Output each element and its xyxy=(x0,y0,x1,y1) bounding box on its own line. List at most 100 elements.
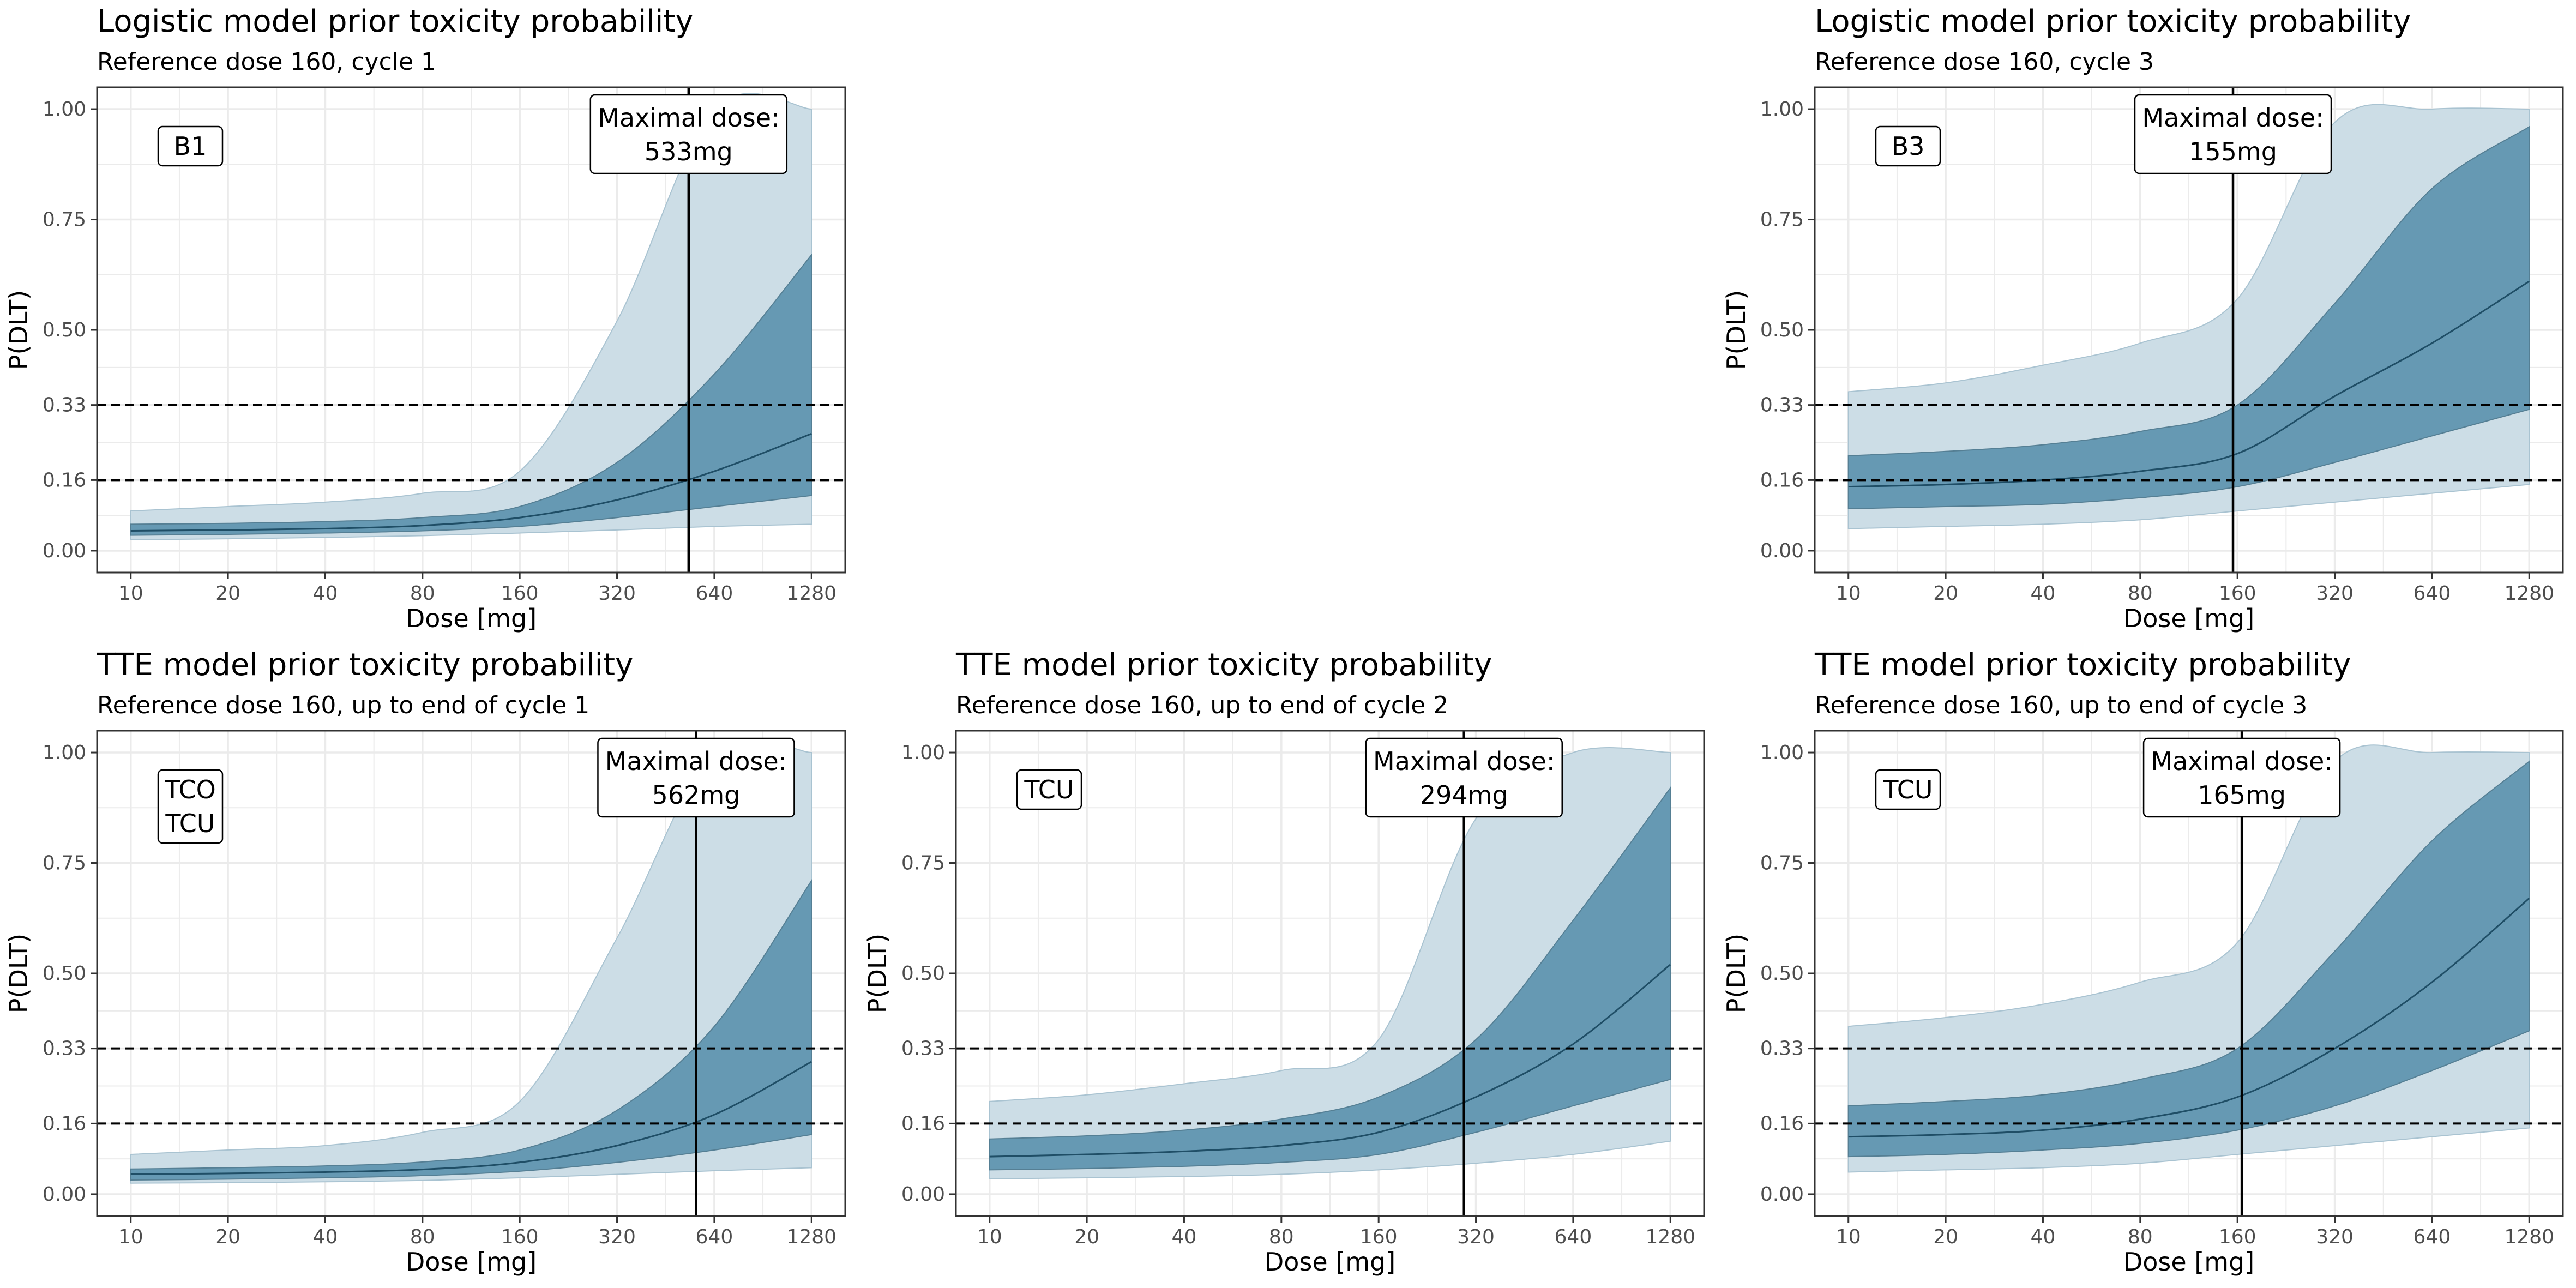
median-line xyxy=(1848,898,2530,1138)
chart-subtitle: Reference dose 160, cycle 1 xyxy=(97,48,436,76)
scenario-tag-text: TCU xyxy=(165,809,215,838)
y-tick-label: 0.00 xyxy=(1760,1183,1804,1206)
y-tick-label: 0.75 xyxy=(901,852,945,875)
x-tick-label: 1280 xyxy=(2504,582,2554,605)
x-tick-label: 20 xyxy=(215,582,240,605)
y-tick-label: 0.00 xyxy=(43,540,86,562)
y-tick-label: 0.00 xyxy=(901,1183,945,1206)
chart-title: TTE model prior toxicity probability xyxy=(1814,647,2351,683)
inner-interval-band xyxy=(1847,125,2530,510)
max-dose-label-box xyxy=(2134,94,2332,174)
x-tick-label: 1280 xyxy=(2504,1226,2554,1248)
y-tick-label: 0.00 xyxy=(43,1183,86,1206)
x-tick-label: 320 xyxy=(2316,1226,2354,1248)
x-tick-label: 20 xyxy=(215,1226,240,1248)
y-tick-label: 0.16 xyxy=(901,1112,945,1135)
y-tick-label: 1.00 xyxy=(901,742,945,764)
scenario-tag-text: B3 xyxy=(1892,131,1925,161)
y-tick-label: 0.75 xyxy=(1760,852,1804,875)
y-tick-label: 1.00 xyxy=(43,742,86,764)
y-tick-label: 0.50 xyxy=(1760,962,1804,985)
max-dose-label-box xyxy=(1365,737,1563,818)
y-tick-label: 0.33 xyxy=(1760,1038,1804,1060)
max-dose-label-box xyxy=(597,737,795,818)
inner-interval-band xyxy=(130,878,812,1181)
scenario-tag-box xyxy=(1875,769,1941,810)
y-tick-label: 0.50 xyxy=(43,962,86,985)
x-tick-label: 160 xyxy=(501,1226,539,1248)
chart-title: Logistic model prior toxicity probabilit… xyxy=(1815,4,2411,39)
y-tick-label: 1.00 xyxy=(1760,742,1804,764)
chart-subtitle: Reference dose 160, cycle 3 xyxy=(1815,48,2154,76)
x-tick-label: 20 xyxy=(1933,582,1958,605)
chart-title: TTE model prior toxicity probability xyxy=(97,647,633,683)
max-dose-label-text: Maximal dose: xyxy=(1373,747,1555,776)
inner-interval-band xyxy=(130,253,812,536)
max-dose-label-text: Maximal dose: xyxy=(2151,747,2332,776)
chart-panel-3: TTE model prior toxicity probability Refe… xyxy=(863,647,1705,1277)
median-line xyxy=(1848,280,2530,488)
y-tick-label: 0.16 xyxy=(1760,469,1804,491)
y-tick-label: 0.50 xyxy=(1760,319,1804,341)
x-tick-label: 80 xyxy=(410,582,435,605)
y-tick-label: 0.33 xyxy=(43,394,86,417)
x-axis-label: Dose [mg] xyxy=(406,604,537,633)
inner-interval-band xyxy=(989,786,1671,1171)
scenario-tag-text: TCO xyxy=(164,775,216,804)
x-tick-label: 40 xyxy=(313,1226,338,1248)
x-tick-label: 40 xyxy=(2031,582,2056,605)
x-tick-label: 20 xyxy=(1933,1226,1958,1248)
x-tick-label: 1280 xyxy=(1645,1226,1695,1248)
y-tick-label: 0.75 xyxy=(43,852,86,875)
x-tick-label: 80 xyxy=(1269,1226,1294,1248)
x-tick-label: 80 xyxy=(2128,1226,2153,1248)
chart-subtitle: Reference dose 160, up to end of cycle 2 xyxy=(956,691,1448,719)
median-line xyxy=(130,432,812,532)
x-tick-label: 320 xyxy=(1457,1226,1495,1248)
scenario-tag-box xyxy=(157,125,224,167)
max-dose-label-text: Maximal dose: xyxy=(598,103,779,133)
scenario-tag-text: TCU xyxy=(1882,775,1933,804)
x-tick-label: 80 xyxy=(410,1226,435,1248)
x-tick-label: 320 xyxy=(598,1226,636,1248)
x-tick-label: 640 xyxy=(2414,582,2451,605)
scenario-tag-text: TCU xyxy=(1024,775,1074,804)
chart-title: TTE model prior toxicity probability xyxy=(955,647,1492,683)
x-tick-label: 160 xyxy=(2219,1226,2256,1248)
y-axis-label: P(DLT) xyxy=(1722,934,1751,1013)
x-tick-label: 10 xyxy=(1836,582,1861,605)
max-dose-label-text: Maximal dose: xyxy=(605,747,787,776)
chart-panel-4: TTE model prior toxicity probability Refe… xyxy=(1722,647,2564,1277)
y-axis-label: P(DLT) xyxy=(4,290,33,370)
x-axis-label: Dose [mg] xyxy=(2123,604,2254,633)
x-tick-label: 160 xyxy=(1360,1226,1398,1248)
x-tick-label: 10 xyxy=(1836,1226,1861,1248)
x-tick-label: 1280 xyxy=(786,1226,836,1248)
y-axis-label: P(DLT) xyxy=(1722,290,1751,370)
y-tick-label: 0.33 xyxy=(1760,394,1804,417)
y-axis-label: P(DLT) xyxy=(863,934,892,1013)
max-dose-label-text: 562mg xyxy=(652,780,741,810)
x-tick-label: 640 xyxy=(696,1226,733,1248)
x-tick-label: 20 xyxy=(1074,1226,1099,1248)
chart-panel-2: TTE model prior toxicity probability Refe… xyxy=(4,647,846,1277)
max-dose-label-text: 294mg xyxy=(1420,780,1508,810)
x-tick-label: 640 xyxy=(2414,1226,2451,1248)
x-tick-label: 1280 xyxy=(786,582,836,605)
x-tick-label: 10 xyxy=(977,1226,1002,1248)
y-tick-label: 0.75 xyxy=(1760,209,1804,231)
x-tick-label: 10 xyxy=(118,582,143,605)
y-tick-label: 0.33 xyxy=(43,1038,86,1060)
x-axis-label: Dose [mg] xyxy=(1265,1247,1395,1277)
x-tick-label: 640 xyxy=(696,582,733,605)
max-dose-label-box xyxy=(2142,737,2341,818)
x-tick-label: 640 xyxy=(1555,1226,1592,1248)
chart-panel-1: Logistic model prior toxicity probabilit… xyxy=(1722,4,2564,633)
max-dose-label-text: 155mg xyxy=(2189,137,2277,166)
median-line xyxy=(130,1061,812,1175)
y-tick-label: 0.16 xyxy=(43,469,86,491)
x-tick-label: 40 xyxy=(313,582,338,605)
chart-panel-0: Logistic model prior toxicity probabilit… xyxy=(4,4,846,633)
y-tick-label: 0.00 xyxy=(1760,540,1804,562)
